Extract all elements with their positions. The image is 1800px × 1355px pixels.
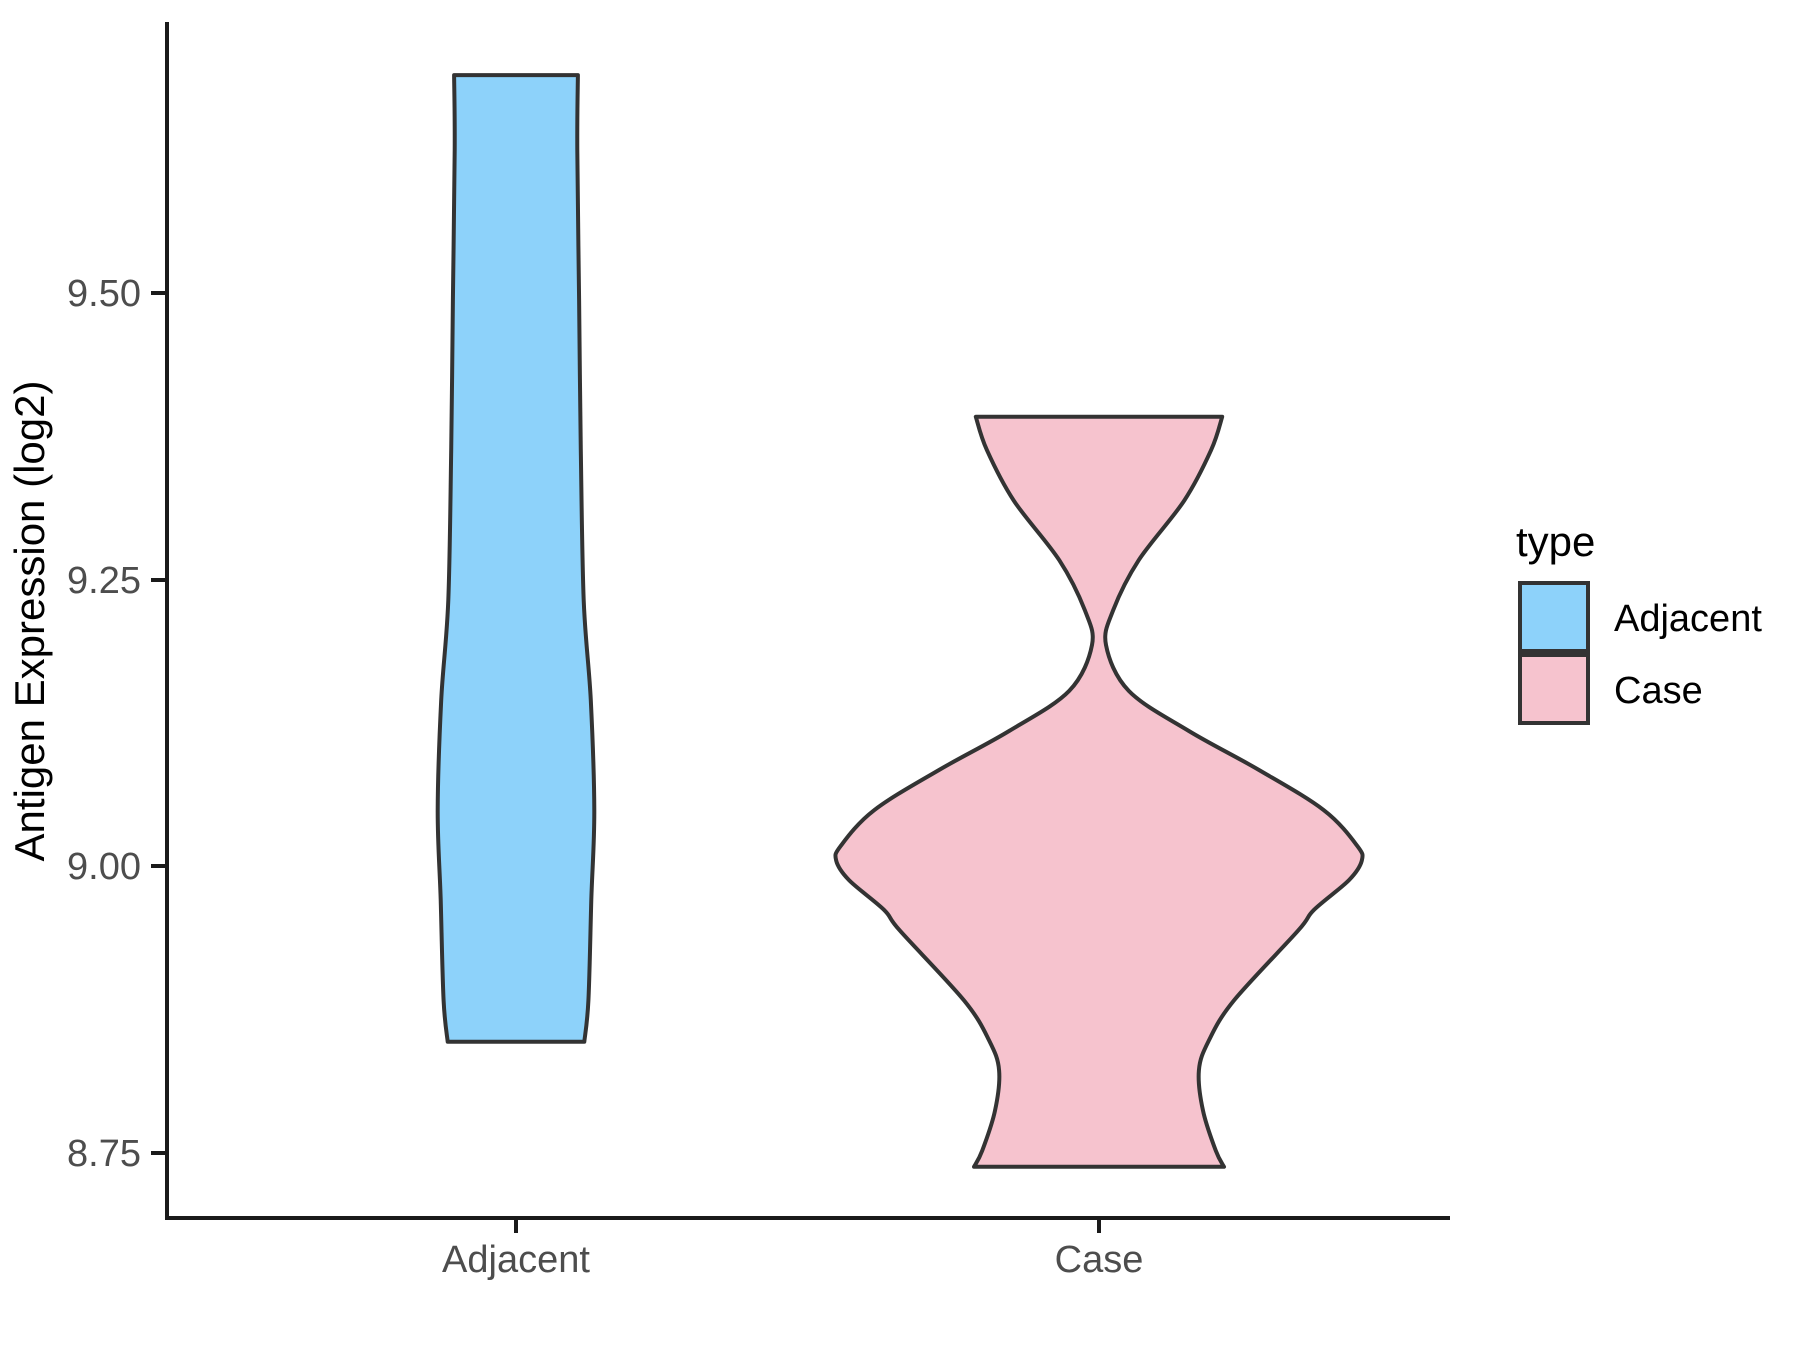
- y-axis-title: Antigen Expression (log2): [6, 381, 53, 862]
- legend-key-adjacent: [1518, 581, 1590, 653]
- legend-title: type: [1516, 518, 1595, 565]
- legend-label-case: Case: [1614, 670, 1703, 712]
- violin-adjacent: [435, 73, 597, 1044]
- x-tick-label-case: Case: [1055, 1239, 1144, 1281]
- y-tick-label: 9.00: [67, 846, 141, 888]
- violin-case: [833, 414, 1365, 1169]
- legend: type Adjacent Case: [1516, 518, 1762, 725]
- y-tick-label: 9.25: [67, 560, 141, 602]
- y-tick-label: 8.75: [67, 1133, 141, 1175]
- legend-key-case: [1518, 653, 1590, 725]
- legend-label-adjacent: Adjacent: [1614, 598, 1762, 640]
- x-tick-label-adjacent: Adjacent: [442, 1239, 590, 1281]
- y-tick-label: 9.50: [67, 273, 141, 315]
